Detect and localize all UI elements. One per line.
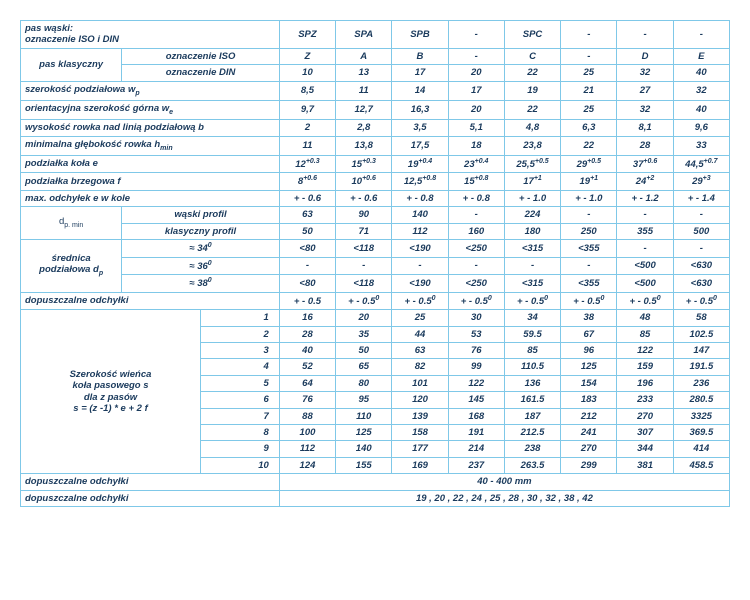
- row-e: podziałka koła e 12+0.3 15+0.3 19+0.4 23…: [21, 155, 730, 173]
- row-max-odchylek: max. odchyłek e w kole + - 0.6+ - 0.6+ -…: [21, 190, 730, 206]
- label-wp: szerokość podziałowa wp: [21, 81, 280, 100]
- label-oznaczenie-iso: oznaczenie ISO: [122, 48, 280, 64]
- sw-idx: 1: [201, 310, 280, 326]
- label-iso-din: pas wąski: oznaczenie ISO i DIN: [21, 21, 280, 49]
- label-f: podziałka brzegowa f: [21, 173, 280, 191]
- label-hmin: minimalna głębokość rowka hmin: [21, 136, 280, 155]
- label-klasyczny-profil: klasyczny profil: [122, 223, 280, 239]
- sw-idx: 3: [201, 343, 280, 359]
- label-dopuszczalne-3: dopuszczalne odchyłki: [21, 490, 280, 506]
- label-we: orientacyjna szerokość górna we: [21, 100, 280, 119]
- sw-idx: 8: [201, 424, 280, 440]
- row-wp: szerokość podziałowa wp 8,51114171921273…: [21, 81, 730, 100]
- value-40-400: 40 - 400 mm: [279, 474, 729, 490]
- row-sd-38: ≈ 380 <80<118<190<250<315<355<500<630: [21, 275, 730, 293]
- label-e: podziałka koła e: [21, 155, 280, 173]
- value-series: 19 , 20 , 22 , 24 , 25 , 28 , 30 , 32 , …: [279, 490, 729, 506]
- col-spa: SPA: [336, 21, 392, 49]
- sw-idx: 7: [201, 408, 280, 424]
- sw-idx: 6: [201, 392, 280, 408]
- sw-idx: 10: [201, 457, 280, 473]
- label-angle-38: ≈ 380: [122, 275, 280, 293]
- sw-idx: 2: [201, 326, 280, 342]
- col-spz: SPZ: [279, 21, 335, 49]
- sw-idx: 4: [201, 359, 280, 375]
- row-dopuszczalne-3: dopuszczalne odchyłki 19 , 20 , 22 , 24 …: [21, 490, 730, 506]
- col-spb: SPB: [392, 21, 448, 49]
- label-klasyczny: pas klasyczny: [21, 48, 122, 81]
- row-klasyczny-din: oznaczenie DIN 10 13 17 20 22 25 32 40: [21, 65, 730, 81]
- label-srednica: średnica podziałowa dp: [21, 240, 122, 293]
- col-dash: -: [561, 21, 617, 49]
- label-waski-profil: wąski profil: [122, 207, 280, 223]
- row-klasyczny-iso: pas klasyczny oznaczenie ISO Z A B - C -…: [21, 48, 730, 64]
- label-angle-36: ≈ 360: [122, 257, 280, 275]
- col-dash: -: [617, 21, 673, 49]
- row-sw-1: Szerokość wieńca koła pasowego s dla z p…: [21, 310, 730, 326]
- label-max-odchylek: max. odchyłek e w kole: [21, 190, 280, 206]
- row-dopuszczalne-1: dopuszczalne odchyłki + - 0.5 + - 0.50 +…: [21, 292, 730, 310]
- row-we: orientacyjna szerokość górna we 9,712,71…: [21, 100, 730, 119]
- label-angle-34: ≈ 340: [122, 240, 280, 258]
- label-dpmin: dp. min: [21, 207, 122, 240]
- sw-idx: 5: [201, 375, 280, 391]
- label-sw: Szerokość wieńca koła pasowego s dla z p…: [21, 310, 201, 474]
- col-spc: SPC: [504, 21, 560, 49]
- row-hmin: minimalna głębokość rowka hmin 1113,817,…: [21, 136, 730, 155]
- label-oznaczenie-din: oznaczenie DIN: [122, 65, 280, 81]
- label-dopuszczalne-1: dopuszczalne odchyłki: [21, 292, 280, 310]
- row-sd-34: średnica podziałowa dp ≈ 340 <80<118<190…: [21, 240, 730, 258]
- vbelt-spec-table: pas wąski: oznaczenie ISO i DIN SPZ SPA …: [20, 20, 730, 507]
- label-b: wysokość rowka nad linią podziałową b: [21, 120, 280, 136]
- row-iso-din: pas wąski: oznaczenie ISO i DIN SPZ SPA …: [21, 21, 730, 49]
- row-b: wysokość rowka nad linią podziałową b 22…: [21, 120, 730, 136]
- row-dopuszczalne-2: dopuszczalne odchyłki 40 - 400 mm: [21, 474, 730, 490]
- row-f: podziałka brzegowa f 8+0.6 10+0.6 12,5+0…: [21, 173, 730, 191]
- row-dpmin-wp: dp. min wąski profil 6390140-224---: [21, 207, 730, 223]
- sw-idx: 9: [201, 441, 280, 457]
- col-dash: -: [448, 21, 504, 49]
- row-sd-36: ≈ 360 ------<500<630: [21, 257, 730, 275]
- row-dpmin-kp: klasyczny profil 5071112160180250355500: [21, 223, 730, 239]
- col-dash: -: [673, 21, 729, 49]
- label-dopuszczalne-2: dopuszczalne odchyłki: [21, 474, 280, 490]
